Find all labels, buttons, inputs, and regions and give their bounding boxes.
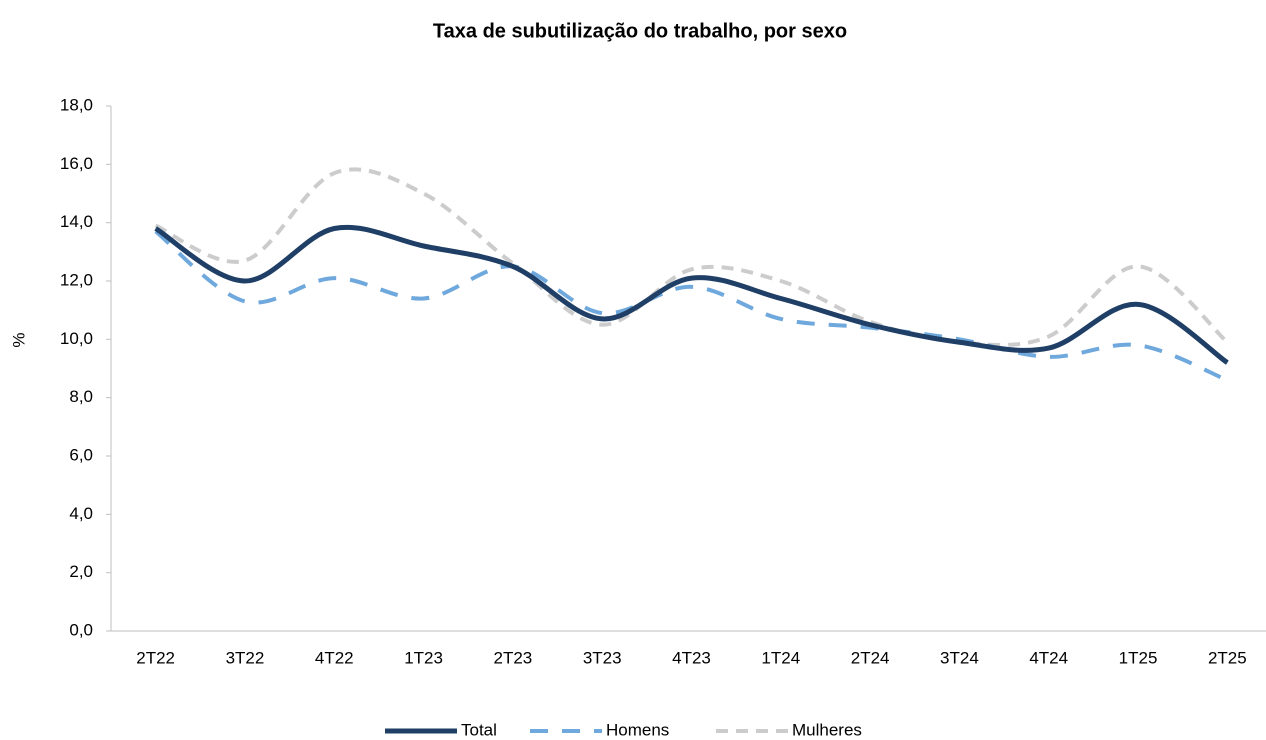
y-tick-label: 16,0 — [60, 154, 93, 173]
x-tick-label: 3T23 — [583, 648, 622, 667]
x-tick-label: 2T23 — [494, 648, 533, 667]
x-tick-label: 4T22 — [315, 648, 354, 667]
y-tick-label: 10,0 — [60, 329, 93, 348]
x-tick-label: 2T24 — [851, 648, 890, 667]
y-tick-label: 8,0 — [69, 387, 93, 406]
x-tick-label: 1T24 — [761, 648, 800, 667]
x-tick-label: 1T25 — [1119, 648, 1158, 667]
y-tick-label: 0,0 — [69, 620, 93, 639]
x-tick-label: 2T25 — [1208, 648, 1247, 667]
line-series — [154, 224, 1229, 365]
chart-title: Taxa de subutilização do trabalho, por s… — [433, 20, 847, 42]
legend-label: Mulheres — [792, 720, 862, 739]
y-tick-label: 6,0 — [69, 445, 93, 464]
line-series — [154, 167, 1229, 347]
y-tick-label: 18,0 — [60, 95, 93, 114]
legend-label: Homens — [606, 720, 669, 739]
legend-label: Total — [461, 720, 497, 739]
line-series — [154, 229, 1229, 383]
x-tick-label: 2T22 — [136, 648, 175, 667]
y-tick-label: 2,0 — [69, 562, 93, 581]
x-tick-label: 4T23 — [672, 648, 711, 667]
x-tick-label: 3T24 — [940, 648, 979, 667]
x-tick-label: 3T22 — [226, 648, 265, 667]
x-tick-label: 1T23 — [404, 648, 443, 667]
y-axis-label: % — [9, 332, 28, 347]
y-tick-label: 14,0 — [60, 212, 93, 231]
x-tick-label: 4T24 — [1029, 648, 1068, 667]
y-tick-label: 4,0 — [69, 504, 93, 523]
y-tick-label: 12,0 — [60, 270, 93, 289]
